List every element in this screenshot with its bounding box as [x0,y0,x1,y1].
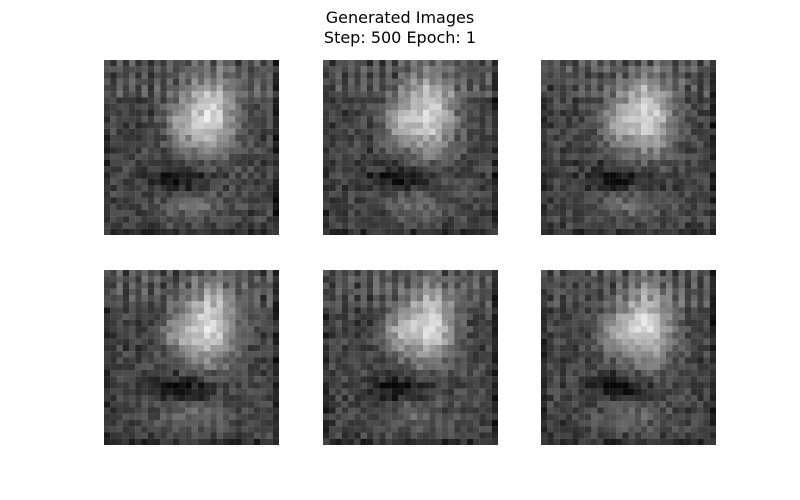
generated-image-3 [541,60,716,235]
title-line-2: Step: 500 Epoch: 1 [323,28,477,47]
generated-image-4 [104,270,279,445]
generated-image-1 [104,60,279,235]
generated-image-2 [323,60,498,235]
generated-image-5 [323,270,498,445]
generated-image-6 [541,270,716,445]
title-line-1: Generated Images [325,8,475,27]
figure-title: Generated Images Step: 500 Epoch: 1 [0,8,800,48]
